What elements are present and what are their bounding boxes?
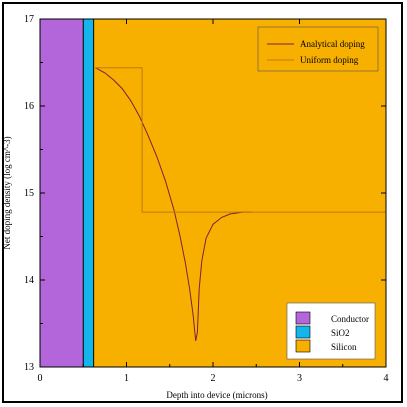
x-tick-label: 0: [38, 373, 43, 384]
legend-label-silicon: Silicon: [331, 342, 357, 352]
legend-swatch-silicon: [295, 339, 311, 353]
region-sio2: [83, 19, 94, 367]
series-legend: Analytical doping Uniform doping: [257, 26, 379, 72]
series-line-1: [95, 67, 386, 213]
y-tick-label: 14: [24, 275, 34, 286]
y-tick-label: 17: [24, 14, 34, 25]
x-tick-label: 4: [384, 373, 389, 384]
x-tick-label: 3: [297, 373, 302, 384]
series-line-0: [95, 67, 252, 341]
region-conductor: [40, 19, 84, 367]
x-axis-title: Depth into device (microns): [166, 390, 267, 400]
legend-swatch-sio2: [295, 325, 311, 339]
region-legend: Conductor SiO2 Silicon: [286, 302, 376, 360]
y-axis-title: Net doping density (log cm^-3): [2, 136, 12, 249]
legend-label-sio2: SiO2: [331, 328, 350, 338]
x-tick-label: 2: [211, 373, 216, 384]
y-tick-label: 15: [24, 188, 34, 199]
legend-swatch-conductor: [295, 311, 311, 325]
legend-label-uniform: Uniform doping: [300, 55, 359, 65]
legend-label-conductor: Conductor: [331, 314, 369, 324]
y-tick-label: 13: [24, 362, 34, 373]
y-tick-label: 16: [24, 101, 34, 112]
x-tick-label: 1: [124, 373, 129, 384]
legend-label-analytical: Analytical doping: [300, 39, 365, 49]
